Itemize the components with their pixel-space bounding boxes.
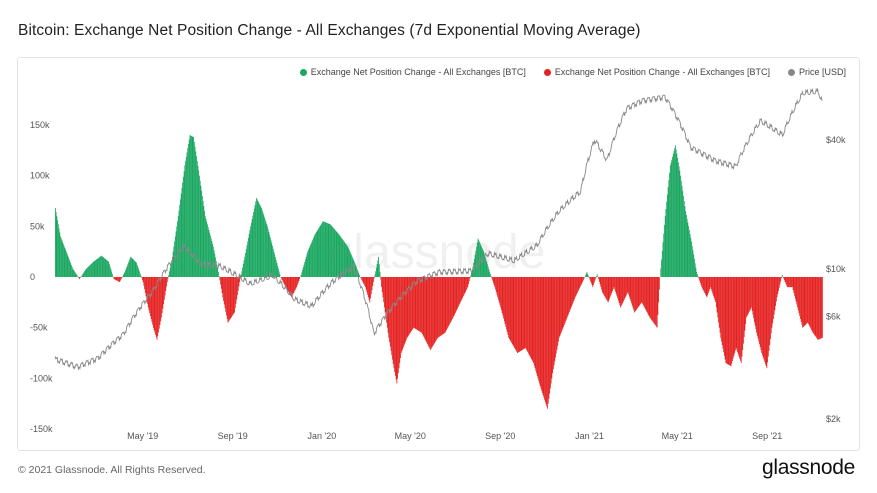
glassnode-logo[interactable]: glassnode bbox=[761, 456, 855, 479]
chart-panel bbox=[17, 57, 860, 451]
legend-dot-red bbox=[543, 68, 551, 76]
legend-item-outflow[interactable]: Exchange Net Position Change - All Excha… bbox=[543, 67, 770, 77]
legend-label-price: Price [USD] bbox=[798, 67, 846, 77]
legend-label-outflow: Exchange Net Position Change - All Excha… bbox=[554, 67, 770, 77]
legend-label-inflow: Exchange Net Position Change - All Excha… bbox=[310, 67, 526, 77]
chart-legend: Exchange Net Position Change - All Excha… bbox=[299, 67, 846, 77]
legend-dot-gray bbox=[787, 68, 795, 76]
legend-item-inflow[interactable]: Exchange Net Position Change - All Excha… bbox=[299, 67, 526, 77]
chart-title: Bitcoin: Exchange Net Position Change - … bbox=[18, 22, 641, 39]
legend-item-price[interactable]: Price [USD] bbox=[787, 67, 846, 77]
legend-dot-green bbox=[299, 68, 307, 76]
copyright-text: © 2021 Glassnode. All Rights Reserved. bbox=[18, 464, 206, 476]
